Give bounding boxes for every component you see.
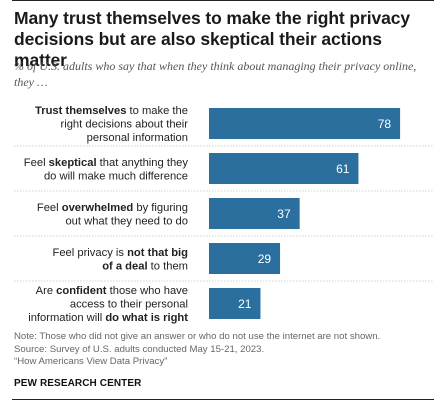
bar-value-label: 61: [336, 162, 350, 176]
bar-chart: Trust themselves to make the right decisi…: [14, 105, 434, 324]
bar: [209, 108, 401, 139]
category-label: Feel overwhelmed by figuring out what the…: [37, 202, 188, 228]
bar: [209, 243, 281, 274]
bar: [209, 288, 261, 319]
bar-value-label: 78: [378, 117, 392, 131]
chart-subtitle: % of U.S. adults who say that when they …: [14, 59, 417, 89]
bottom-rule: [12, 399, 434, 400]
source-line: Source: Survey of U.S. adults conducted …: [14, 343, 265, 355]
category-label: Are confident those who have access to th…: [28, 285, 188, 324]
category-label: Trust themselves to make the right decisi…: [35, 105, 188, 144]
bar-value-label: 37: [277, 207, 291, 221]
top-rule: [12, 0, 434, 1]
chart-note: Note: Those who did not give an answer o…: [14, 331, 434, 369]
bar: [209, 153, 359, 184]
category-label: Feel skeptical that anything they do will…: [24, 157, 189, 183]
chart-title: Many trust themselves to make the right …: [14, 8, 410, 70]
pew-logo-text: PEW RESEARCH CENTER: [14, 378, 142, 389]
bar-value-label: 21: [238, 297, 252, 311]
bar: [209, 198, 300, 229]
note-line: Note: Those who did not give an answer o…: [14, 331, 381, 342]
bar-value-label: 29: [258, 252, 272, 266]
report-title-line: “How Americans View Data Privacy”: [14, 356, 168, 367]
category-label: Feel privacy is not that big of a deal to…: [52, 247, 188, 273]
